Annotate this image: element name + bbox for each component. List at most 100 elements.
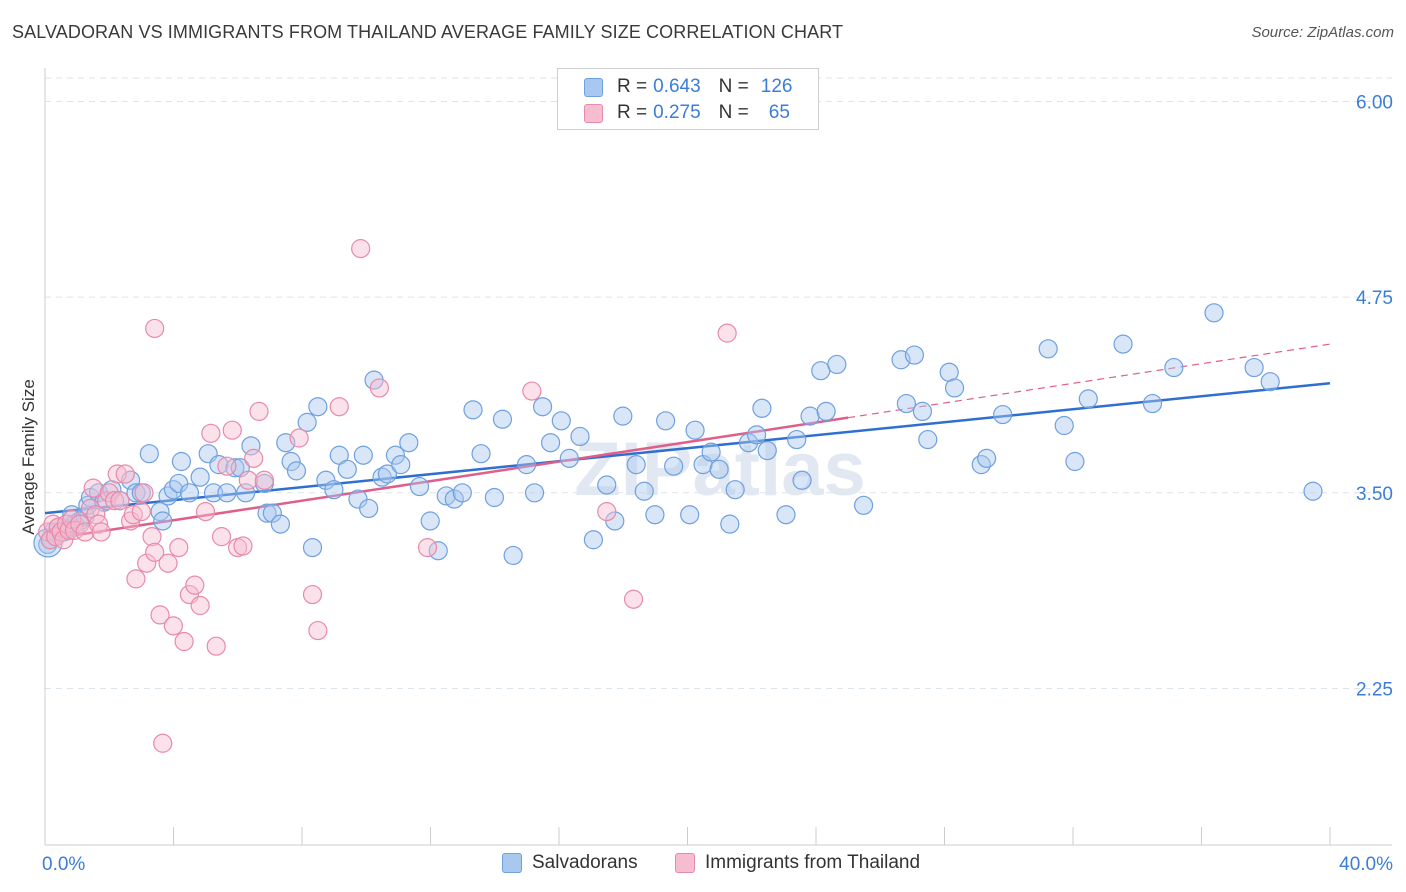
data-point (391, 455, 411, 475)
data-point (145, 542, 165, 562)
data-point (792, 470, 812, 490)
data-point (286, 461, 307, 481)
data-point (142, 527, 162, 547)
data-point (1038, 339, 1058, 359)
data-point (369, 378, 389, 398)
data-point (351, 239, 371, 259)
legend-label: Salvadorans (532, 852, 638, 873)
x-tick-label-max: 40.0% (1339, 854, 1393, 875)
legend-item-thailand[interactable]: Immigrants from Thailand (675, 852, 920, 874)
data-point (645, 505, 665, 525)
axes (44, 68, 1392, 846)
data-point (746, 425, 767, 445)
data-point (153, 733, 173, 753)
data-point (896, 393, 916, 414)
data-point (195, 501, 216, 522)
data-point (1303, 481, 1323, 501)
data-point (126, 483, 146, 503)
n-value: 65 (768, 102, 790, 123)
data-point (1078, 389, 1098, 409)
n-value: 126 (760, 76, 793, 97)
data-point (1260, 372, 1280, 392)
data-point (262, 503, 282, 523)
n-label: N = (718, 102, 749, 123)
x-tick-label-min: 0.0% (42, 854, 85, 875)
data-point (685, 420, 705, 440)
data-point (206, 636, 226, 656)
data-point (757, 440, 777, 461)
data-point (150, 605, 170, 625)
trend-line-thailand (44, 416, 849, 542)
series-salvadorans (33, 303, 1323, 566)
source-label: Source: ZipAtlas.com (1251, 24, 1394, 41)
data-point (244, 448, 264, 468)
data-point (944, 378, 965, 398)
data-point (484, 487, 505, 508)
data-point (158, 553, 178, 573)
data-point (597, 475, 617, 495)
data-point (289, 428, 309, 448)
data-point (503, 545, 523, 566)
legend-item-salvadorans[interactable]: Salvadorans (502, 852, 638, 874)
data-point (1244, 357, 1264, 378)
data-point (145, 318, 165, 339)
data-point (399, 433, 419, 453)
correlation-legend: R = 0.643 N = 126 R = 0.275 N = 65 (557, 68, 819, 130)
data-point (540, 433, 561, 453)
data-point (634, 481, 654, 501)
y-tick-label: 3.50 (1356, 484, 1393, 505)
data-point (158, 486, 178, 506)
data-point (179, 483, 200, 503)
legend-swatch-pink (584, 103, 603, 123)
data-point (225, 458, 245, 478)
data-point (918, 429, 938, 450)
data-point (524, 483, 545, 503)
data-point (353, 445, 373, 465)
data-point (912, 401, 933, 422)
data-point (110, 491, 130, 511)
data-point (626, 455, 646, 475)
data-point (171, 451, 192, 472)
data-point (492, 409, 513, 429)
data-point (701, 442, 721, 462)
data-point (516, 455, 537, 475)
data-point (337, 459, 357, 479)
data-point (302, 537, 323, 558)
data-point (800, 406, 820, 426)
data-point (80, 498, 101, 519)
data-point (203, 483, 224, 503)
r-value: 0.643 (653, 76, 701, 97)
data-point (96, 491, 117, 511)
series-thailand (38, 239, 737, 753)
data-point (463, 400, 483, 420)
data-point (270, 514, 291, 534)
data-point (359, 498, 379, 519)
data-point (725, 480, 745, 500)
data-point (853, 495, 874, 515)
data-point (428, 541, 448, 561)
data-point (308, 620, 328, 641)
data-point (717, 323, 737, 343)
data-point (720, 514, 740, 534)
data-point (163, 480, 184, 500)
data-point (971, 455, 991, 475)
data-point (664, 456, 684, 476)
data-point (597, 501, 617, 522)
data-point (281, 451, 301, 472)
trend-lines (44, 343, 1331, 542)
y-axis-label: Average Family Size (19, 379, 38, 535)
data-point (776, 505, 796, 525)
data-point (385, 445, 406, 465)
grid-lines (45, 77, 1392, 689)
data-point (324, 480, 344, 500)
data-point (570, 426, 590, 447)
data-point (153, 511, 173, 531)
r-label: R = (617, 76, 648, 97)
data-point (787, 429, 807, 450)
data-point (257, 503, 277, 523)
data-point (452, 483, 472, 503)
data-point (302, 584, 323, 605)
data-point (420, 511, 440, 531)
data-point (163, 616, 184, 636)
y-tick-label: 2.25 (1356, 679, 1393, 700)
